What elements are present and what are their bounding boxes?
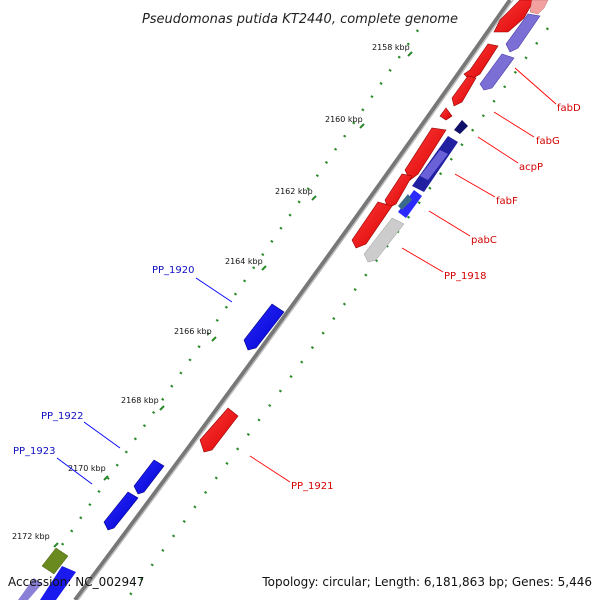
purple-feature-top[interactable]: [529, 0, 549, 15]
tick-label: 2166 kbp: [174, 327, 212, 336]
label-acpP[interactable]: acpP: [519, 162, 543, 173]
label-pabC[interactable]: pabC: [471, 235, 497, 246]
gene-fabG-block[interactable]: [451, 75, 477, 107]
tick-label: 2160 kbp: [325, 115, 363, 124]
gene-PP1922-block[interactable]: [133, 459, 165, 495]
gene-fabD-block[interactable]: [493, 0, 535, 33]
gene-acpP-block[interactable]: [439, 107, 453, 121]
label-PP1920[interactable]: PP_1920: [152, 265, 195, 276]
tick-label: 2168 kbp: [121, 396, 159, 405]
label-PP1923[interactable]: PP_1923: [13, 446, 56, 457]
gene-PP1923-block[interactable]: [103, 491, 139, 531]
navy-feature[interactable]: [454, 120, 468, 134]
tick-label: 2164 kbp: [225, 257, 263, 266]
left-labels: [56, 277, 233, 485]
label-PP1922[interactable]: PP_1922: [41, 411, 84, 422]
grey-feature[interactable]: [363, 217, 405, 263]
inner-tick-guide: [60, 29, 420, 546]
label-fabG[interactable]: fabG: [536, 136, 560, 147]
accession-text: Accession: NC_002947: [8, 575, 144, 589]
reverse-genes-right[interactable]: [363, 0, 549, 263]
gene-fabD-block-2[interactable]: [463, 43, 499, 81]
label-PP1921[interactable]: PP_1921: [291, 481, 334, 492]
tick-label: 2162 kbp: [275, 187, 313, 196]
label-fabD[interactable]: fabD: [557, 103, 581, 114]
olive-feature[interactable]: [41, 547, 69, 575]
genome-backbone: [73, 0, 512, 600]
teal-feature[interactable]: [398, 194, 412, 210]
blue-feature[interactable]: [398, 190, 422, 218]
tick-label: 2158 kbp: [372, 43, 410, 52]
label-PP1918[interactable]: PP_1918: [444, 271, 487, 282]
tick-marks: [53, 51, 413, 548]
purple-feature[interactable]: [505, 13, 541, 53]
reverse-genes-left[interactable]: [18, 303, 285, 600]
tick-label: 2170 kbp: [68, 464, 106, 473]
map-title: Pseudomonas putida KT2440, complete geno…: [142, 12, 458, 27]
tick-label: 2172 kbp: [12, 532, 50, 541]
gene-PP1921-block[interactable]: [199, 407, 239, 453]
purple-feature-bottom[interactable]: [18, 578, 42, 600]
right-labels: [249, 67, 557, 483]
forward-genes-upper[interactable]: [199, 0, 535, 453]
outer-tick-guide: [128, 27, 550, 596]
genome-summary: Topology: circular; Length: 6,181,863 bp…: [261, 575, 592, 589]
blue-feature-bottom[interactable]: [40, 566, 76, 600]
gene-PP1920-block[interactable]: [243, 303, 285, 351]
gene-PP1918-block[interactable]: [351, 201, 393, 249]
purple-feature[interactable]: [420, 150, 448, 180]
genome-backbone-highlight: [77, 0, 514, 600]
purple-feature[interactable]: [479, 53, 515, 91]
label-fabF[interactable]: fabF: [496, 196, 518, 207]
